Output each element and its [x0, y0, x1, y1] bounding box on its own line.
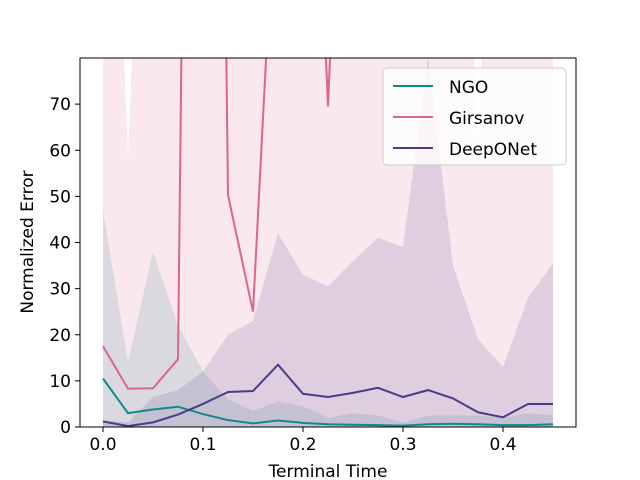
y-tick-label: 30 — [49, 280, 71, 300]
y-axis-label: Normalized Error — [18, 170, 38, 313]
legend-box — [382, 67, 567, 166]
bands — [103, 58, 553, 427]
x-tick-label: 0.4 — [489, 435, 516, 455]
legend-label: Girsanov — [449, 109, 524, 129]
y-tick-label: 10 — [49, 372, 71, 392]
legend-label: NGO — [449, 78, 488, 98]
legend-label: DeepONet — [449, 140, 537, 160]
series-line — [102, 58, 332, 390]
error-band — [103, 210, 553, 427]
series-line — [102, 363, 553, 427]
y-tick-label: 40 — [49, 234, 71, 254]
series-line — [102, 377, 554, 427]
y-tick-label: 20 — [49, 326, 71, 346]
x-tick-label: 0.3 — [389, 435, 416, 455]
y-tick-label: 50 — [49, 187, 71, 207]
x-tick-label: 0.2 — [289, 435, 316, 455]
error-band — [103, 58, 553, 427]
y-tick-label: 0 — [60, 418, 71, 438]
y-tick-label: 70 — [49, 95, 71, 115]
x-axis-label: Terminal Time — [268, 462, 388, 480]
x-tick-label: 0.1 — [189, 435, 216, 455]
lines — [102, 58, 554, 427]
y-tick-label: 60 — [49, 141, 71, 161]
x-tick-label: 0.0 — [89, 435, 116, 455]
legend: NGO Girsanov DeepONet — [382, 67, 567, 166]
